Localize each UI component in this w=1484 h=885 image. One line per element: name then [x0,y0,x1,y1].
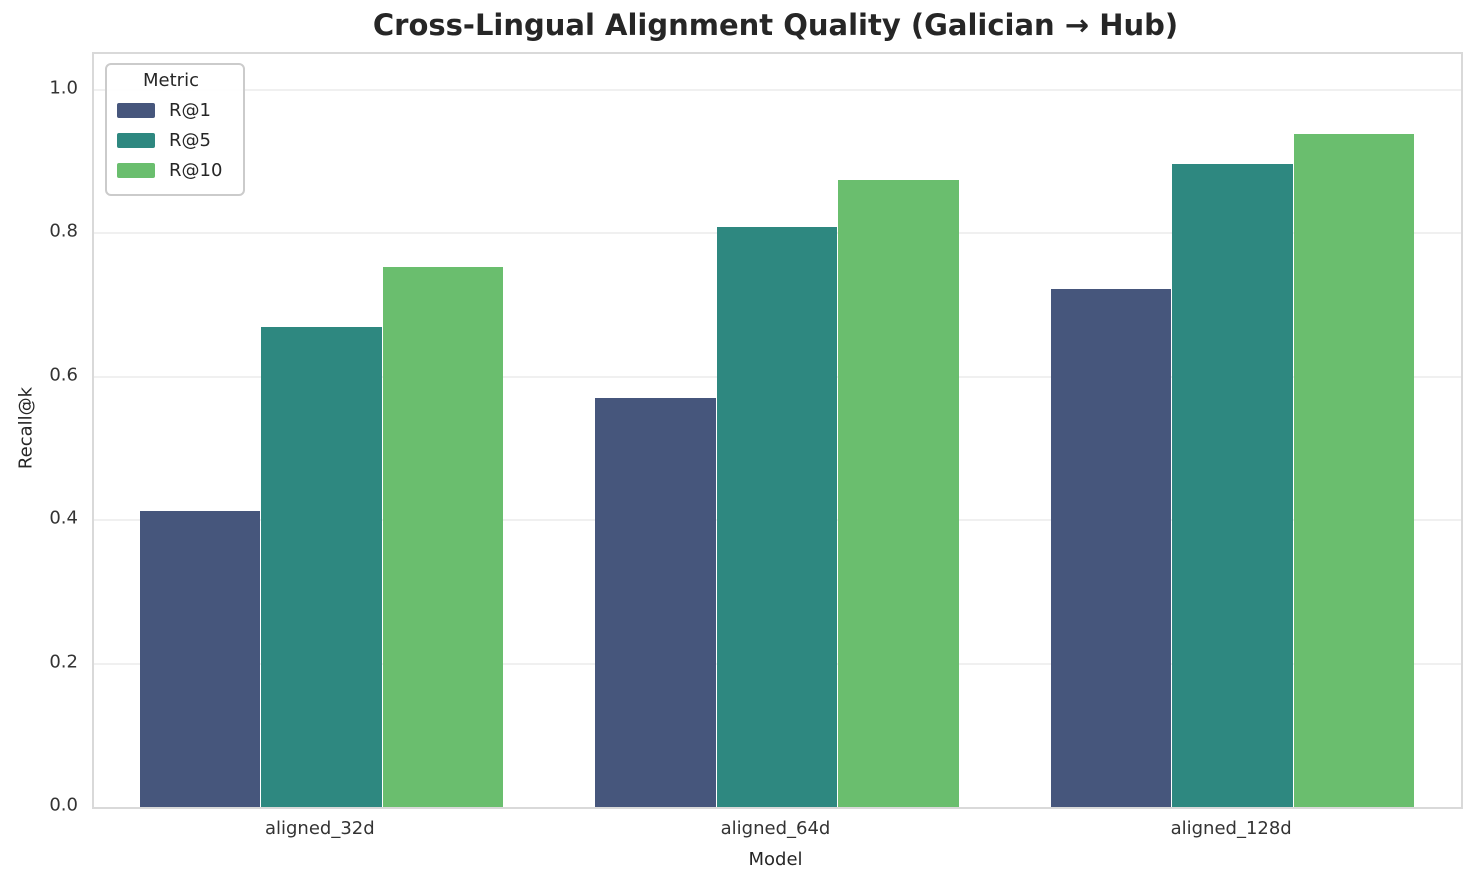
legend: Metric R@1 R@5 R@10 [105,63,245,196]
bar-R@10-aligned_64d [838,179,959,807]
legend-entry: R@1 [117,95,225,125]
legend-swatch-r10-icon [117,162,155,178]
legend-swatch-r5-icon [117,132,155,148]
y-tick-label: 0.8 [49,220,78,242]
legend-entry: R@5 [117,125,225,155]
bar-R@5-aligned_32d [261,327,382,807]
x-tick-label: aligned_32d [264,818,375,839]
bar-R@5-aligned_64d [716,226,838,807]
x-axis-label: Model [748,849,803,870]
legend-swatch-r1-icon [117,102,155,118]
bar-R@10-aligned_128d [1293,134,1415,807]
x-tick-label: aligned_64d [720,818,831,839]
y-tick-label: 0.4 [49,507,78,529]
bar-R@5-aligned_128d [1172,163,1293,807]
y-axis-label: Recall@k [15,386,37,470]
y-tick-label: 0.0 [49,794,78,816]
legend-entry-label: R@5 [169,129,211,151]
bar-R@10-aligned_32d [382,267,504,807]
bar-R@1-aligned_64d [595,398,716,807]
legend-entry-label: R@10 [169,159,223,181]
gridline [94,88,1461,91]
y-tick-label: 1.0 [49,77,78,99]
legend-entry: R@10 [117,155,225,185]
legend-entry-label: R@1 [169,99,211,121]
plot-area: Metric R@1 R@5 R@10 [92,52,1463,809]
legend-title: Metric [143,70,199,91]
y-tick-label: 0.6 [49,364,78,386]
y-tick-label: 0.2 [49,651,78,673]
chart-title: Cross-Lingual Alignment Quality (Galicia… [372,8,1179,42]
bar-R@1-aligned_128d [1050,289,1172,807]
bar-R@1-aligned_32d [139,510,261,807]
x-tick-label: aligned_128d [1170,818,1292,839]
